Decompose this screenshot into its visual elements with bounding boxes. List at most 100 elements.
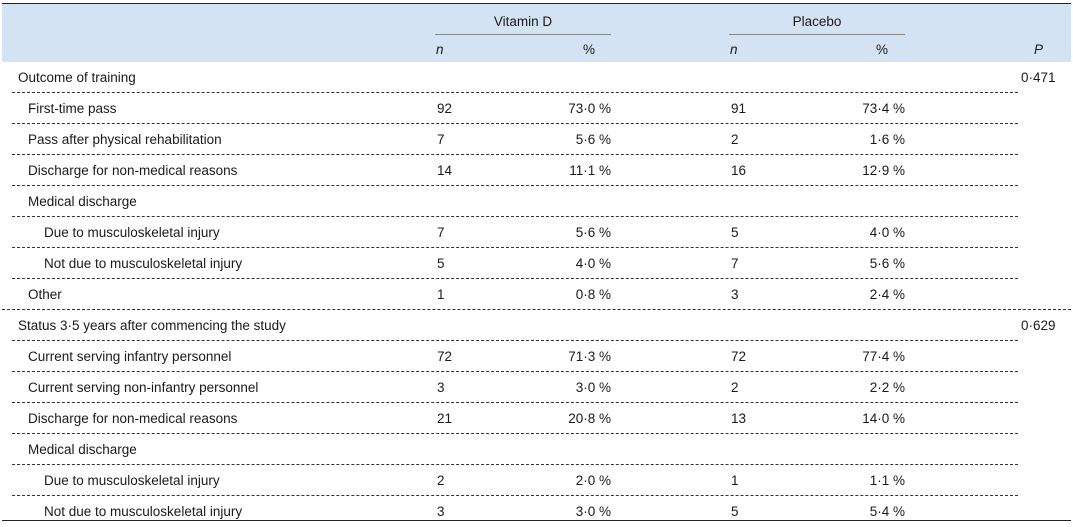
placebo-n-cell: 16 [731,163,747,178]
row-divider [12,216,1018,217]
placebo-n-cell: 13 [731,411,747,426]
vitamin-d-n-cell: 3 [437,504,445,519]
table-row: Discharge for non-medical reasons 21 20·8 … [2,403,1071,434]
row-label: Not due to musculoskeletal injury [44,504,243,519]
table-row: Pass after physical rehabilitation 7 5·6 %… [2,124,1071,155]
row-label: Medical discharge [28,194,137,209]
p-value-cell: 0·471 [1021,70,1056,85]
header-pl-n: n [730,42,738,57]
row-divider [12,154,1018,155]
placebo-pct-cell: 5·4 % [869,504,905,519]
row-divider [12,464,1018,465]
row-label: Discharge for non-medical reasons [28,163,238,178]
header-vitamin-d: Vitamin D [493,14,553,29]
vitamin-d-pct-cell: 3·0 % [575,504,611,519]
vitamin-d-pct-cell: 4·0 % [575,256,611,271]
row-divider [12,278,1018,279]
vitamin-d-pct-cell: 5·6 % [575,132,611,147]
table-row: First-time pass 92 73·0 % 91 73·4 % [2,93,1071,124]
vitamin-d-pct-cell: 20·8 % [568,411,611,426]
row-divider [12,340,1018,341]
vitamin-d-n-cell: 5 [437,256,445,271]
row-divider [12,247,1018,248]
row-divider [2,309,1071,310]
placebo-n-cell: 72 [731,349,747,364]
row-divider [12,495,1018,496]
row-divider [12,371,1018,372]
placebo-pct-cell: 12·9 % [862,163,905,178]
table-row: Medical discharge [2,434,1071,465]
placebo-pct-cell: 73·4 % [862,101,905,116]
table-header: Vitamin D Placebo n % n % P [2,4,1071,62]
placebo-n-cell: 3 [731,287,739,302]
placebo-n-cell: 5 [731,225,739,240]
row-label: Outcome of training [18,70,136,85]
row-label: Due to musculoskeletal injury [44,473,220,488]
vitamin-d-pct-cell: 2·0 % [575,473,611,488]
vitamin-d-pct-cell: 71·3 % [568,349,611,364]
header-p: P [1034,42,1044,57]
vitamin-d-pct-cell: 5·6 % [575,225,611,240]
table-section-row: Outcome of training 0·471 [2,62,1071,93]
row-label: Medical discharge [28,442,137,457]
header-vitamin-d-rule [435,34,611,35]
placebo-n-cell: 7 [731,256,739,271]
vitamin-d-pct-cell: 0·8 % [575,287,611,302]
header-vd-n: n [436,42,444,57]
row-label: Current serving non-infantry personnel [28,380,259,395]
header-placebo: Placebo [792,14,842,29]
placebo-pct-cell: 1·6 % [869,132,905,147]
row-label: Other [28,287,62,302]
vitamin-d-pct-cell: 11·1 % [569,163,611,178]
placebo-n-cell: 2 [731,380,739,395]
vitamin-d-n-cell: 7 [437,225,445,240]
placebo-n-cell: 1 [731,473,739,488]
row-label: Pass after physical rehabilitation [28,132,222,147]
header-placebo-rule [729,34,905,35]
table-row: Not due to musculoskeletal injury 5 4·0 % 7… [2,248,1071,279]
vitamin-d-n-cell: 72 [437,349,453,364]
row-label: Status 3·5 years after commencing the st… [18,318,286,333]
placebo-n-cell: 91 [731,101,747,116]
table-row: Discharge for non-medical reasons 14 11·1 … [2,155,1071,186]
vitamin-d-n-cell: 92 [437,101,453,116]
table-row: Due to musculoskeletal injury 2 2·0 % 1 1·1 … [2,465,1071,496]
row-divider [12,92,1018,93]
table-row: Other 1 0·8 % 3 2·4 % [2,279,1071,310]
placebo-pct-cell: 1·1 % [869,473,905,488]
placebo-n-cell: 5 [731,504,739,519]
table-row: Current serving infantry personnel 72 71·3… [2,341,1071,372]
row-divider [12,433,1018,434]
header-vd-pct: % [583,42,596,57]
row-divider [12,402,1018,403]
row-label: Current serving infantry personnel [28,349,232,364]
table-section-row: Status 3·5 years after commencing the st… [2,310,1071,341]
table-top-rule [2,3,1071,4]
placebo-pct-cell: 14·0 % [862,411,905,426]
vitamin-d-pct-cell: 3·0 % [575,380,611,395]
placebo-pct-cell: 2·4 % [869,287,905,302]
vitamin-d-n-cell: 1 [437,287,445,302]
table-row: Medical discharge [2,186,1071,217]
p-value-cell: 0·629 [1021,318,1056,333]
placebo-pct-cell: 4·0 % [869,225,905,240]
placebo-pct-cell: 2·2 % [869,380,905,395]
row-label: Discharge for non-medical reasons [28,411,238,426]
vitamin-d-n-cell: 3 [437,380,445,395]
table-row: Due to musculoskeletal injury 7 5·6 % 5 4·0 … [2,217,1071,248]
vitamin-d-pct-cell: 73·0 % [568,101,611,116]
table-row: Not due to musculoskeletal injury 3 3·0 % 5… [2,496,1071,527]
placebo-n-cell: 2 [731,132,739,147]
row-label: First-time pass [28,101,117,116]
table-bottom-rule [2,520,1071,521]
placebo-pct-cell: 77·4 % [862,349,905,364]
row-label: Not due to musculoskeletal injury [44,256,243,271]
vitamin-d-n-cell: 21 [437,411,453,426]
row-divider [12,185,1018,186]
row-label: Due to musculoskeletal injury [44,225,220,240]
vitamin-d-n-cell: 7 [437,132,445,147]
vitamin-d-n-cell: 14 [437,163,453,178]
placebo-pct-cell: 5·6 % [869,256,905,271]
header-pl-pct: % [876,42,889,57]
